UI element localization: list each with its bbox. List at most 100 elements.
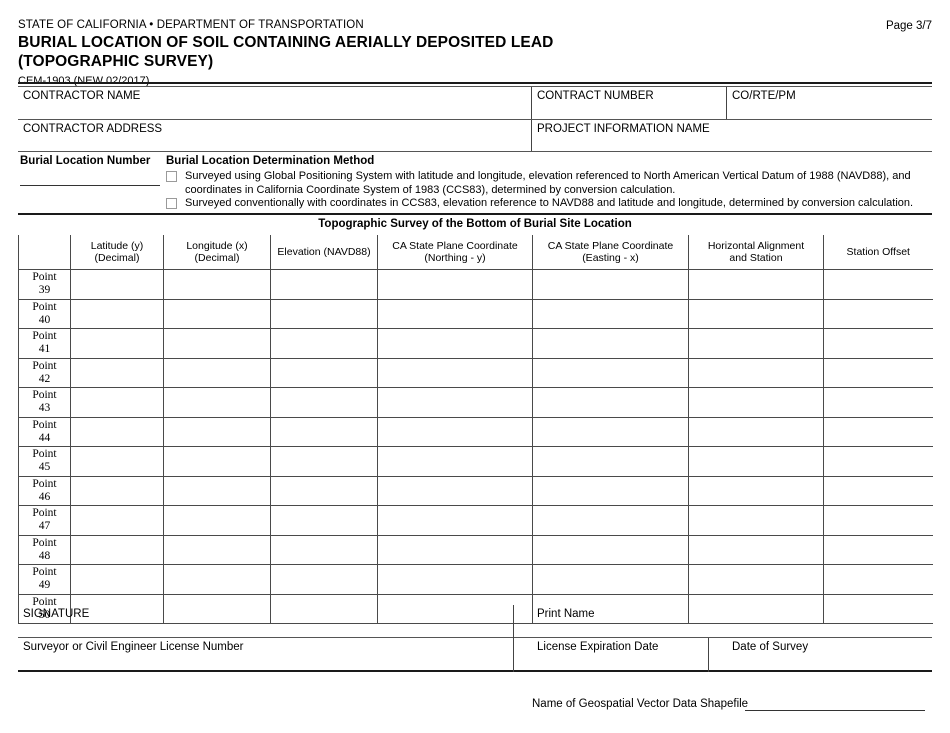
table-cell[interactable] xyxy=(823,387,933,418)
table-cell[interactable] xyxy=(270,269,378,300)
signature-row: SIGNATURE Print Name xyxy=(18,605,932,638)
table-cell[interactable] xyxy=(270,534,378,565)
table-cell[interactable] xyxy=(823,328,933,359)
table-cell[interactable] xyxy=(823,534,933,565)
table-cell[interactable] xyxy=(532,475,689,506)
co-rte-pm-field[interactable]: CO/RTE/PM xyxy=(727,87,932,119)
table-cell[interactable] xyxy=(270,416,378,447)
table-cell[interactable] xyxy=(377,534,533,565)
contract-number-field[interactable]: CONTRACT NUMBER xyxy=(532,87,726,119)
table-cell[interactable] xyxy=(163,446,271,477)
table-cell[interactable] xyxy=(163,416,271,447)
table-cell[interactable] xyxy=(163,387,271,418)
table-cell[interactable] xyxy=(532,446,689,477)
table-cell[interactable] xyxy=(532,269,689,300)
table-cell[interactable] xyxy=(270,564,378,595)
contractor-name-field[interactable]: CONTRACTOR NAME xyxy=(18,87,932,119)
checkbox-conventional-icon[interactable] xyxy=(166,198,177,209)
table-cell[interactable] xyxy=(688,298,824,329)
table-cell[interactable] xyxy=(688,505,824,536)
table-cell[interactable] xyxy=(823,475,933,506)
table-cell[interactable] xyxy=(270,328,378,359)
table-cell[interactable] xyxy=(70,475,164,506)
table-cell[interactable] xyxy=(377,269,533,300)
table-cell[interactable] xyxy=(163,593,271,624)
table-cell[interactable] xyxy=(688,564,824,595)
table-cell[interactable] xyxy=(70,269,164,300)
table-cell[interactable] xyxy=(377,446,533,477)
table-cell[interactable] xyxy=(532,505,689,536)
table-cell[interactable] xyxy=(377,328,533,359)
license-number-input[interactable] xyxy=(20,641,510,669)
table-cell[interactable] xyxy=(532,593,689,624)
table-cell[interactable] xyxy=(70,534,164,565)
table-cell[interactable] xyxy=(532,298,689,329)
method-option-conventional[interactable]: Surveyed conventionally with coordinates… xyxy=(166,197,932,211)
table-cell[interactable] xyxy=(70,328,164,359)
table-cell[interactable] xyxy=(70,446,164,477)
table-cell[interactable] xyxy=(70,564,164,595)
table-cell[interactable] xyxy=(163,328,271,359)
table-cell[interactable] xyxy=(823,564,933,595)
table-cell[interactable] xyxy=(532,357,689,388)
table-cell[interactable] xyxy=(70,416,164,447)
table-cell[interactable] xyxy=(70,298,164,329)
table-cell[interactable] xyxy=(688,593,824,624)
table-cell[interactable] xyxy=(532,416,689,447)
table-cell[interactable] xyxy=(688,269,824,300)
table-cell[interactable] xyxy=(532,564,689,595)
table-cell[interactable] xyxy=(377,357,533,388)
table-cell[interactable] xyxy=(823,357,933,388)
table-cell[interactable] xyxy=(163,269,271,300)
table-cell[interactable] xyxy=(823,446,933,477)
shapefile-input[interactable] xyxy=(745,710,925,711)
method-option-gps[interactable]: Surveyed using Global Positioning System… xyxy=(166,170,932,197)
table-cell[interactable] xyxy=(163,298,271,329)
signature-input[interactable] xyxy=(20,608,510,636)
print-name-input[interactable] xyxy=(534,608,929,636)
table-cell[interactable] xyxy=(70,505,164,536)
table-cell[interactable] xyxy=(270,475,378,506)
table-cell[interactable] xyxy=(377,475,533,506)
table-cell[interactable] xyxy=(532,534,689,565)
project-information-name-field[interactable]: PROJECT INFORMATION NAME xyxy=(532,120,932,151)
table-cell[interactable] xyxy=(163,534,271,565)
table-cell[interactable] xyxy=(688,534,824,565)
table-cell[interactable] xyxy=(688,357,824,388)
table-cell[interactable] xyxy=(270,505,378,536)
contractor-address-field[interactable]: CONTRACTOR ADDRESS xyxy=(18,120,932,151)
table-cell[interactable] xyxy=(270,387,378,418)
table-cell[interactable] xyxy=(688,446,824,477)
table-cell[interactable] xyxy=(70,357,164,388)
table-cell[interactable] xyxy=(823,505,933,536)
table-cell[interactable] xyxy=(377,387,533,418)
table-cell[interactable] xyxy=(688,328,824,359)
table-cell[interactable] xyxy=(270,298,378,329)
table-cell[interactable] xyxy=(377,564,533,595)
checkbox-gps-icon[interactable] xyxy=(166,171,177,182)
burial-location-number-input[interactable] xyxy=(20,185,160,186)
table-cell[interactable] xyxy=(823,593,933,624)
table-cell[interactable] xyxy=(688,416,824,447)
license-expiration-input[interactable] xyxy=(534,641,704,669)
table-cell[interactable] xyxy=(270,593,378,624)
table-cell[interactable] xyxy=(163,357,271,388)
table-cell[interactable] xyxy=(163,505,271,536)
table-cell[interactable] xyxy=(377,298,533,329)
table-cell[interactable] xyxy=(270,446,378,477)
table-cell[interactable] xyxy=(823,269,933,300)
table-cell[interactable] xyxy=(70,387,164,418)
table-cell[interactable] xyxy=(377,593,533,624)
table-cell[interactable] xyxy=(377,505,533,536)
table-cell[interactable] xyxy=(688,475,824,506)
table-cell[interactable] xyxy=(688,387,824,418)
table-cell[interactable] xyxy=(532,328,689,359)
table-cell[interactable] xyxy=(163,564,271,595)
date-of-survey-input[interactable] xyxy=(730,641,928,669)
table-cell[interactable] xyxy=(823,298,933,329)
table-cell[interactable] xyxy=(823,416,933,447)
table-cell[interactable] xyxy=(163,475,271,506)
table-cell[interactable] xyxy=(270,357,378,388)
table-cell[interactable] xyxy=(377,416,533,447)
table-cell[interactable] xyxy=(532,387,689,418)
